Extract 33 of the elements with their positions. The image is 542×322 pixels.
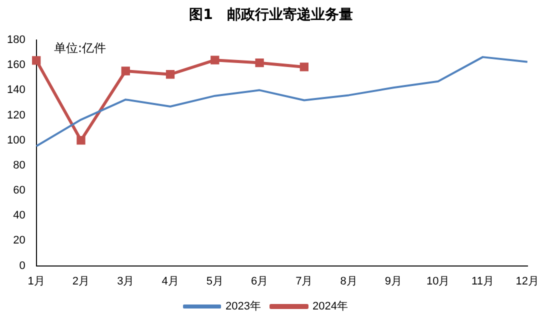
y-tick-label: 60 xyxy=(13,184,26,197)
y-tick-label: 0 xyxy=(19,260,26,272)
y-tick-label: 140 xyxy=(6,84,26,96)
y-tick-label: 160 xyxy=(6,59,26,72)
point xyxy=(255,58,264,68)
x-tick-label: 2月 xyxy=(72,275,90,288)
y-tick-label: 120 xyxy=(6,109,26,122)
annotation: 单位:亿件 xyxy=(54,40,106,57)
x-tick-label: 6月 xyxy=(250,275,268,288)
x-tick-label: 4月 xyxy=(162,275,179,288)
x-tick-label: 3月 xyxy=(117,275,134,288)
y-tick-label: 40 xyxy=(13,210,26,222)
x-tick-label: 1月 xyxy=(28,275,45,288)
chart-title: 图1 邮政行业寄递业务量 xyxy=(188,6,354,24)
y-tick-label: 100 xyxy=(6,134,26,146)
y-tick-label: 180 xyxy=(6,34,26,46)
y-tick-label: 20 xyxy=(13,234,26,247)
x-tick-label: 11月 xyxy=(472,275,494,288)
point xyxy=(32,56,41,65)
x-tick-label: 5月 xyxy=(206,275,224,288)
point xyxy=(121,66,130,76)
legend-label: 2024年 xyxy=(312,300,348,313)
x-tick-label: 7月 xyxy=(296,275,313,288)
point xyxy=(300,62,309,72)
legend-label: 2023年 xyxy=(226,300,262,313)
x-tick-label: 10月 xyxy=(426,275,450,288)
y-tick-label: 80 xyxy=(13,159,26,172)
x-tick-label: 8月 xyxy=(340,275,358,288)
x-tick-label: 12月 xyxy=(516,275,540,288)
x-tick-label: 9月 xyxy=(384,275,402,288)
point xyxy=(166,70,175,79)
point xyxy=(76,136,86,145)
point xyxy=(210,56,220,64)
